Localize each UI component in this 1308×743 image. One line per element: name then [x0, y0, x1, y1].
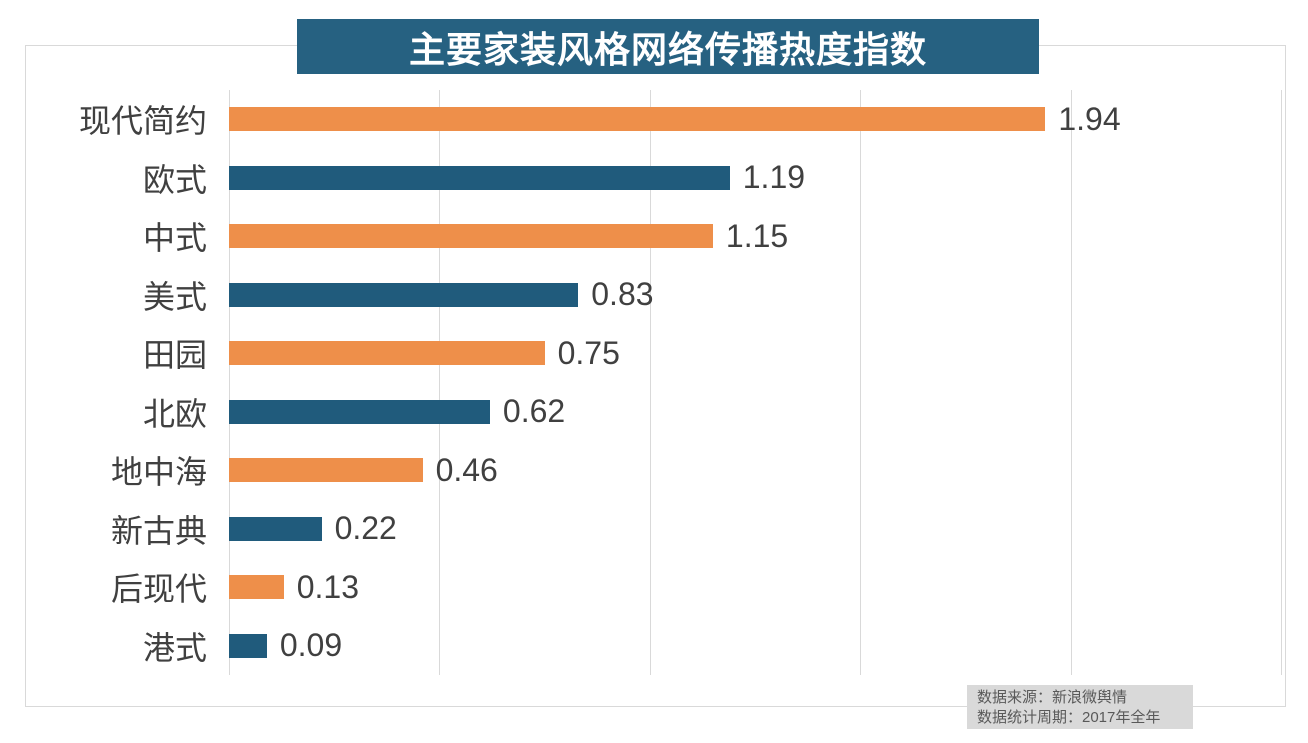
bar	[229, 633, 267, 658]
category-label: 美式	[142, 278, 207, 315]
value-label: 1.94	[1058, 100, 1121, 137]
value-label: 1.15	[725, 217, 789, 254]
category-label: 地中海	[110, 454, 207, 491]
data-source-box: 数据来源：新浪微舆情 数据统计周期：2017年全年	[967, 685, 1193, 729]
data-source-line: 数据来源：新浪微舆情	[977, 689, 1128, 706]
category-label: 新古典	[110, 512, 207, 549]
value-label: 1.19	[742, 159, 806, 196]
bar	[229, 399, 490, 424]
bar	[229, 516, 322, 541]
value-label: 0.62	[502, 393, 566, 430]
category-label: 港式	[142, 629, 207, 666]
chart-title-box: 主要家装风格网络传播热度指数	[297, 19, 1039, 74]
x-gridline	[1281, 90, 1282, 675]
value-label: 0.83	[591, 276, 654, 313]
value-label: 0.22	[334, 510, 397, 547]
value-label: 0.13	[296, 568, 359, 605]
bar	[229, 282, 579, 307]
category-label: 北欧	[142, 395, 207, 432]
bar	[229, 165, 730, 190]
bar	[229, 224, 713, 249]
category-label: 后现代	[110, 571, 207, 608]
y-axis-line	[229, 90, 230, 675]
value-label: 0.09	[279, 627, 343, 664]
value-label: 0.46	[435, 451, 498, 488]
category-label: 现代简约	[78, 103, 207, 140]
bar	[229, 341, 545, 366]
value-label: 0.75	[557, 334, 620, 371]
chart-title: 主要家装风格网络传播热度指数	[408, 28, 927, 70]
category-label: 田园	[142, 337, 207, 374]
bar	[229, 575, 284, 600]
x-gridline	[649, 90, 651, 675]
bar	[229, 107, 1046, 132]
category-label: 中式	[142, 220, 207, 257]
category-label: 欧式	[142, 161, 207, 198]
x-gridline	[1070, 90, 1072, 675]
x-gridline	[439, 90, 441, 675]
data-period-line: 数据统计周期：2017年全年	[977, 709, 1161, 726]
bar	[229, 458, 423, 483]
x-gridline	[860, 90, 862, 675]
